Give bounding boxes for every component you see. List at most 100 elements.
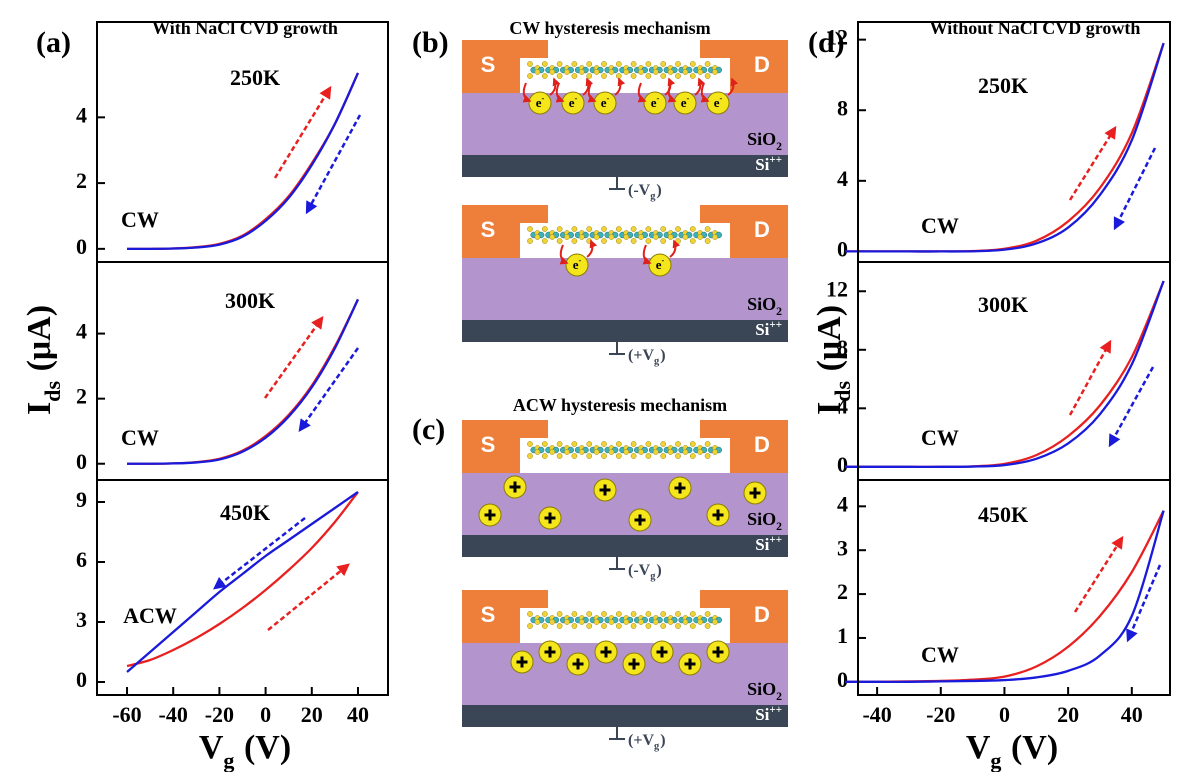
electron-label-part: - — [541, 93, 544, 103]
curve — [127, 299, 358, 463]
y-tick-label: 4 — [837, 393, 848, 418]
y-axis-label: Ids (μA) — [21, 305, 65, 415]
x-tick-label: -20 — [205, 702, 234, 727]
atom — [624, 449, 629, 454]
atom — [698, 449, 703, 454]
atom — [557, 61, 562, 66]
electron-label-part: - — [686, 93, 689, 103]
x-tick-label: 20 — [301, 702, 323, 727]
direction-label: CW — [921, 642, 959, 667]
direction-arrow — [275, 88, 330, 178]
atom — [668, 449, 673, 454]
atom — [690, 61, 695, 66]
channel-gap — [548, 205, 700, 223]
atom — [646, 61, 651, 66]
oxide-label-part: SiO — [747, 679, 776, 699]
atom — [572, 61, 577, 66]
atom — [587, 226, 592, 231]
temperature-label: 250K — [230, 65, 280, 90]
atom — [609, 449, 614, 454]
oxide-layer — [462, 93, 788, 155]
y-tick-label: 0 — [76, 667, 87, 692]
atom — [698, 619, 703, 624]
direction-arrow — [1075, 538, 1122, 612]
atom — [661, 226, 666, 231]
substrate-label-part: ++ — [769, 319, 782, 331]
figure: (a) With NaCl CVD growth (b) CW hysteres… — [0, 0, 1192, 772]
atom — [661, 61, 666, 66]
gate-label: (-Vg) — [628, 182, 662, 202]
oxide-label-part: SiO — [747, 509, 776, 529]
oxide-label-part: 2 — [776, 305, 782, 318]
atom — [601, 73, 606, 78]
x-axis-label-part: (V) — [235, 729, 291, 766]
y-axis-label-part: (μA) — [21, 305, 58, 380]
atom — [542, 441, 547, 446]
atom — [675, 453, 680, 458]
atom — [690, 453, 695, 458]
atom — [616, 73, 621, 78]
atom — [705, 238, 710, 243]
channel-gap — [520, 608, 730, 643]
y-axis-label: Ids (μA) — [811, 305, 855, 415]
atom — [557, 238, 562, 243]
y-tick-label: 2 — [76, 168, 87, 193]
atom — [572, 453, 577, 458]
x-tick-label: 20 — [1057, 702, 1079, 727]
direction-label: ACW — [123, 603, 177, 628]
x-tick-label: -20 — [926, 702, 955, 727]
atom — [624, 619, 629, 624]
atom — [527, 623, 532, 628]
electron-label-part: - — [606, 93, 609, 103]
atom — [668, 234, 673, 239]
atom — [594, 234, 599, 239]
atom — [661, 238, 666, 243]
source-label: S — [481, 602, 496, 627]
atom — [557, 623, 562, 628]
temperature-label: 450K — [978, 502, 1028, 527]
atom — [587, 623, 592, 628]
x-tick-label: -40 — [862, 702, 891, 727]
atom — [683, 234, 688, 239]
atom — [690, 611, 695, 616]
channel-gap — [520, 438, 730, 473]
y-tick-label: 8 — [837, 335, 848, 360]
direction-arrow — [1110, 367, 1153, 445]
gate-label: (-Vg) — [628, 562, 662, 582]
channel-gap — [548, 40, 700, 58]
atom — [646, 453, 651, 458]
atom — [646, 73, 651, 78]
atom — [616, 623, 621, 628]
atom — [675, 441, 680, 446]
electron-label-part: - — [574, 93, 577, 103]
x-axis-label: Vg (V) — [199, 729, 291, 772]
atom — [712, 619, 717, 624]
gate-label-part: g — [650, 191, 656, 202]
atom — [705, 61, 710, 66]
direction-arrow — [1070, 128, 1115, 200]
atom — [661, 623, 666, 628]
atom — [653, 619, 658, 624]
atom — [535, 449, 540, 454]
atom — [675, 73, 680, 78]
atom — [542, 73, 547, 78]
drain-label: D — [754, 602, 770, 627]
atom — [712, 449, 717, 454]
substrate-label-part: Si — [755, 705, 769, 724]
x-axis-label-part: V — [199, 729, 224, 766]
atom — [587, 441, 592, 446]
oxide-label-part: 2 — [776, 690, 782, 703]
gate-label-part: g — [654, 741, 660, 752]
atom — [661, 73, 666, 78]
atom — [624, 69, 629, 74]
y-tick-label: 2 — [76, 384, 87, 409]
atom — [698, 234, 703, 239]
drain-label: D — [754, 432, 770, 457]
atom — [572, 238, 577, 243]
substrate-layer — [462, 705, 788, 727]
atom — [542, 453, 547, 458]
atom — [572, 611, 577, 616]
y-tick-label: 1 — [837, 623, 848, 648]
atom — [712, 234, 717, 239]
source-label: S — [481, 52, 496, 77]
